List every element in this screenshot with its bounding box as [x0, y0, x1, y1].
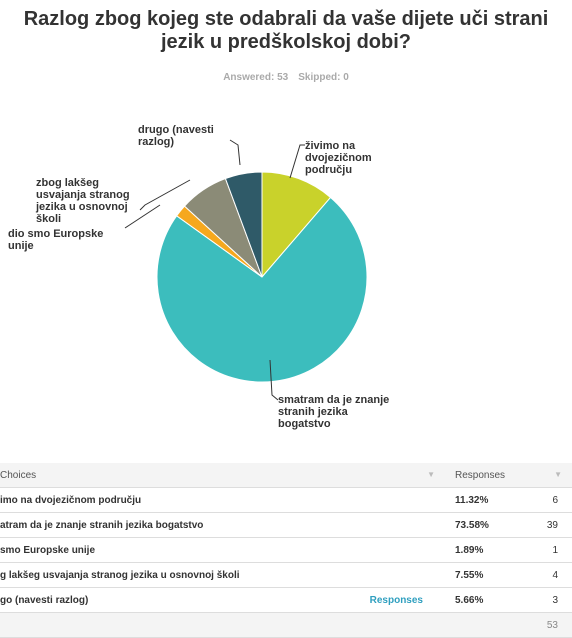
leader-line	[124, 204, 161, 229]
table-header: Choices ▼ Responses ▼	[0, 463, 572, 488]
slice-label: drugo (navesti razlog)	[138, 124, 214, 148]
header-cell: Responses ▼	[445, 463, 572, 488]
cell: imo na dvojezičnom području	[0, 487, 445, 513]
cell-text: 5.66%	[455, 594, 484, 606]
cell-text: 7.55%	[455, 569, 484, 581]
cell-text: 1.89%	[455, 544, 484, 556]
total: 53	[525, 612, 572, 638]
skipped: Skipped: 0	[298, 72, 349, 83]
cell: smo Europske unije	[0, 537, 445, 563]
pie-slice	[224, 171, 263, 278]
cell: 4	[525, 562, 572, 588]
cell-text: atram da je znanje stranih jezika bogats…	[0, 519, 204, 531]
chart-title: Razlog zbog kojeg ste odabrali da vaše d…	[23, 8, 549, 53]
cell-text: 4	[552, 569, 558, 581]
leader-line	[269, 359, 279, 401]
cell: g lakšeg usvajanja stranog jezika u osno…	[0, 562, 445, 588]
total-row: 53	[0, 612, 572, 638]
cell: 73.58%	[445, 512, 525, 538]
cell	[0, 612, 445, 638]
cell: 6	[525, 487, 572, 513]
cell-text: 73.58%	[455, 519, 489, 531]
cell: 11.32%	[445, 487, 525, 513]
cell: go (navesti razlog) Responses	[0, 587, 445, 613]
cell-text: 11.32%	[455, 494, 489, 506]
pie-slice	[261, 171, 332, 279]
header-text: Responses	[455, 469, 506, 481]
stats: Answered: 53 Skipped: 0	[0, 72, 572, 83]
responses-link[interactable]: Responses	[369, 594, 423, 606]
slice-label: dio smo Europske unije	[8, 228, 104, 252]
chart	[124, 139, 368, 401]
cell-text: 6	[552, 494, 558, 506]
sort-arrow[interactable]: ▼	[554, 469, 562, 479]
table-row: imo na dvojezičnom području 11.32% 6	[0, 487, 572, 513]
cell-text: imo na dvojezičnom području	[0, 494, 142, 506]
answered: Answered: 53	[223, 72, 289, 83]
leader-line	[139, 179, 191, 211]
cell-text: 3	[552, 594, 558, 606]
slice-label: smatram da je znanje stranih jezika boga…	[278, 394, 390, 430]
table-row: g lakšeg usvajanja stranog jezika u osno…	[0, 562, 572, 588]
cell: 1.89%	[445, 537, 525, 563]
header-cell: Choices ▼	[0, 463, 445, 488]
response-table: Choices ▼ Responses ▼ imo na dvojezičnom p…	[0, 463, 572, 638]
slice-label: živimo na dvojezičnom području	[305, 140, 372, 176]
header-text: Choices	[0, 469, 37, 481]
leader-line	[229, 139, 241, 166]
cell	[445, 612, 525, 638]
table-row: smo Europske unije 1.89% 1	[0, 537, 572, 563]
cell-text: 39	[546, 519, 558, 531]
cell: 3	[525, 587, 572, 613]
sort-arrow[interactable]: ▼	[427, 469, 435, 479]
cell: 7.55%	[445, 562, 525, 588]
cell-text: 1	[552, 544, 558, 556]
cell: atram da je znanje stranih jezika bogats…	[0, 512, 445, 538]
table-row: atram da je znanje stranih jezika bogats…	[0, 512, 572, 538]
cell: 5.66%	[445, 587, 525, 613]
cell-text: g lakšeg usvajanja stranog jezika u osno…	[0, 569, 240, 581]
slice-label: zbog lakšeg usvajanja stranog jezika u o…	[36, 177, 130, 225]
cell: 1	[525, 537, 572, 563]
cell-text: go (navesti razlog)	[0, 594, 89, 606]
leader-line	[289, 144, 305, 179]
pie-slice	[156, 196, 368, 383]
cell: 39	[525, 512, 572, 538]
cell-text: smo Europske unije	[0, 544, 96, 556]
table-row: go (navesti razlog) Responses 5.66% 3	[0, 587, 572, 613]
leader-lines	[124, 139, 305, 401]
